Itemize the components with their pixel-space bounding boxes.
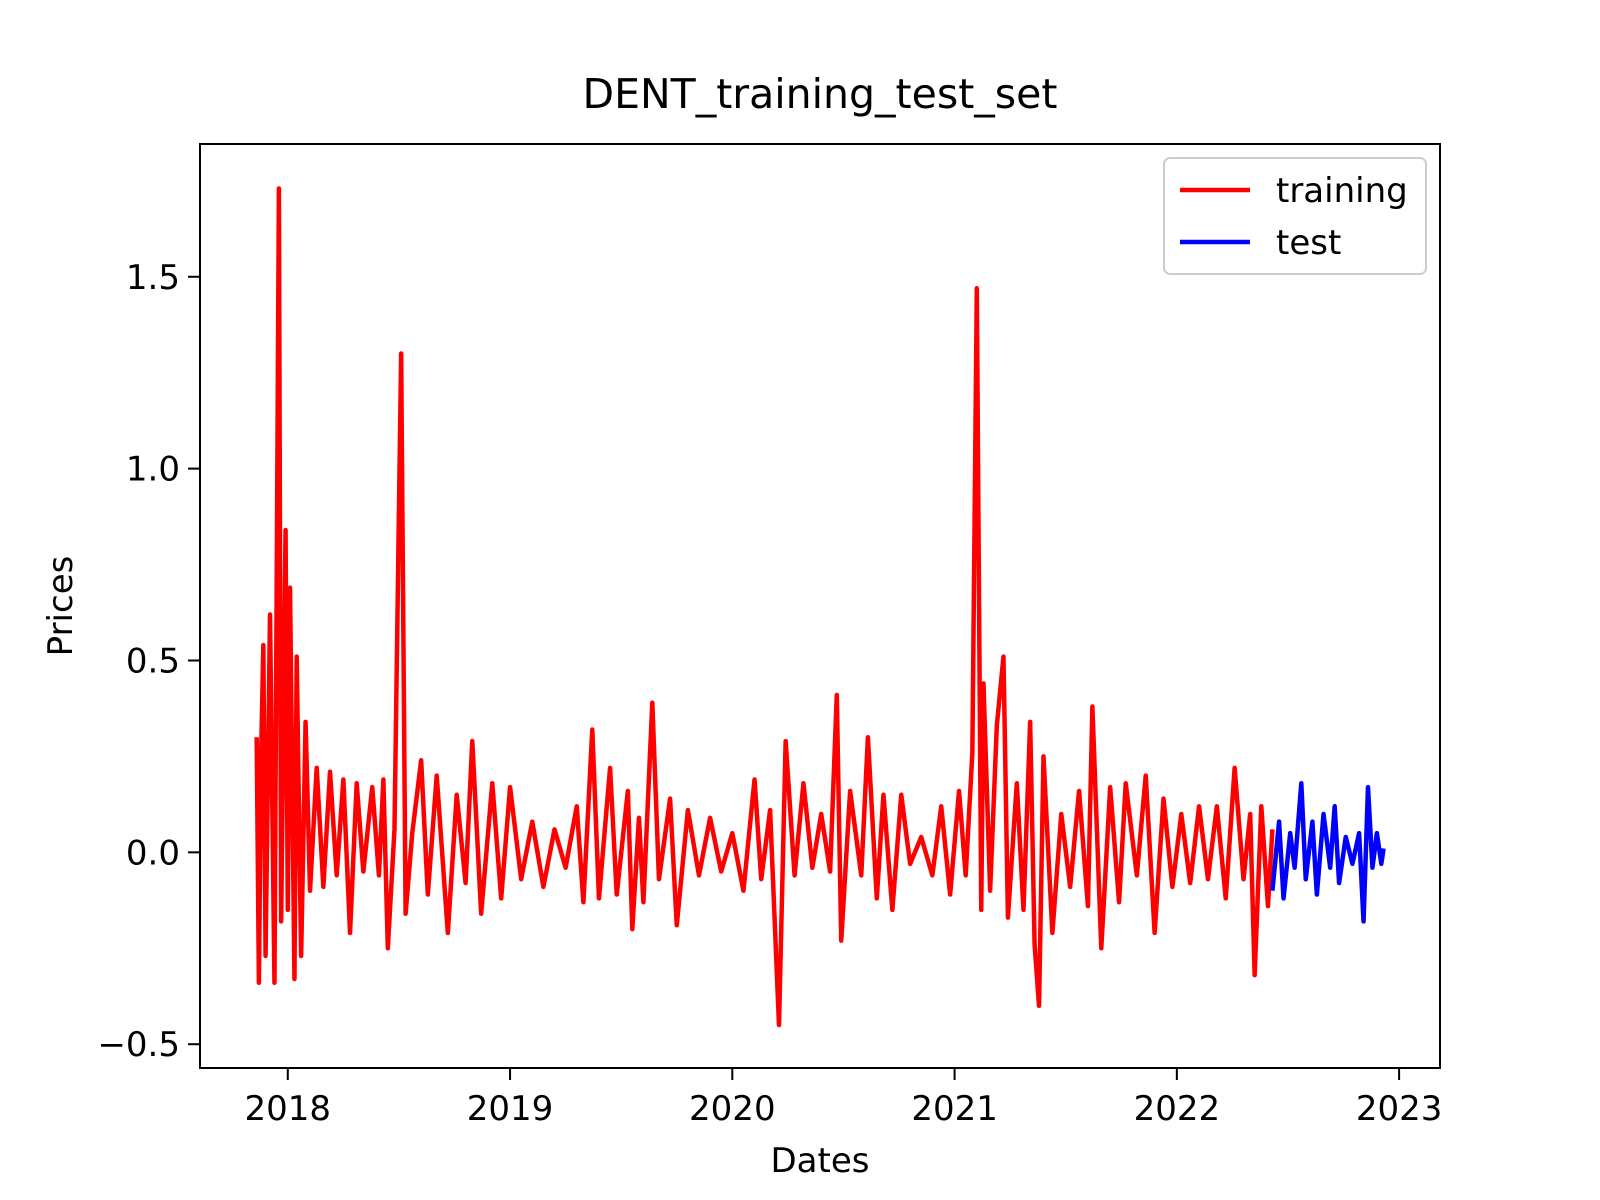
- y-axis-label: Prices: [41, 556, 81, 657]
- series-line: [1270, 781, 1386, 924]
- y-tick-label: −0.5: [97, 1025, 180, 1065]
- x-tick-label: 2019: [467, 1089, 554, 1129]
- y-tick-label: 1.0: [126, 450, 180, 490]
- legend-label: test: [1276, 223, 1341, 263]
- x-tick-label: 2018: [245, 1089, 332, 1129]
- x-axis-label: Dates: [771, 1141, 870, 1181]
- x-tick-label: 2021: [911, 1089, 998, 1129]
- x-tick-label: 2020: [689, 1089, 776, 1129]
- plot-frame: [199, 143, 1441, 1069]
- x-tick-label: 2022: [1134, 1089, 1221, 1129]
- y-tick-label: 0.5: [126, 641, 180, 681]
- y-tick-label: 0.0: [126, 833, 180, 873]
- legend-box: [1163, 157, 1427, 275]
- x-tick-label: 2023: [1356, 1089, 1443, 1129]
- chart-title: DENT_training_test_set: [583, 70, 1058, 118]
- legend-label: training: [1276, 171, 1408, 211]
- series-line: [254, 186, 1275, 1028]
- y-tick-label: 1.5: [126, 258, 180, 298]
